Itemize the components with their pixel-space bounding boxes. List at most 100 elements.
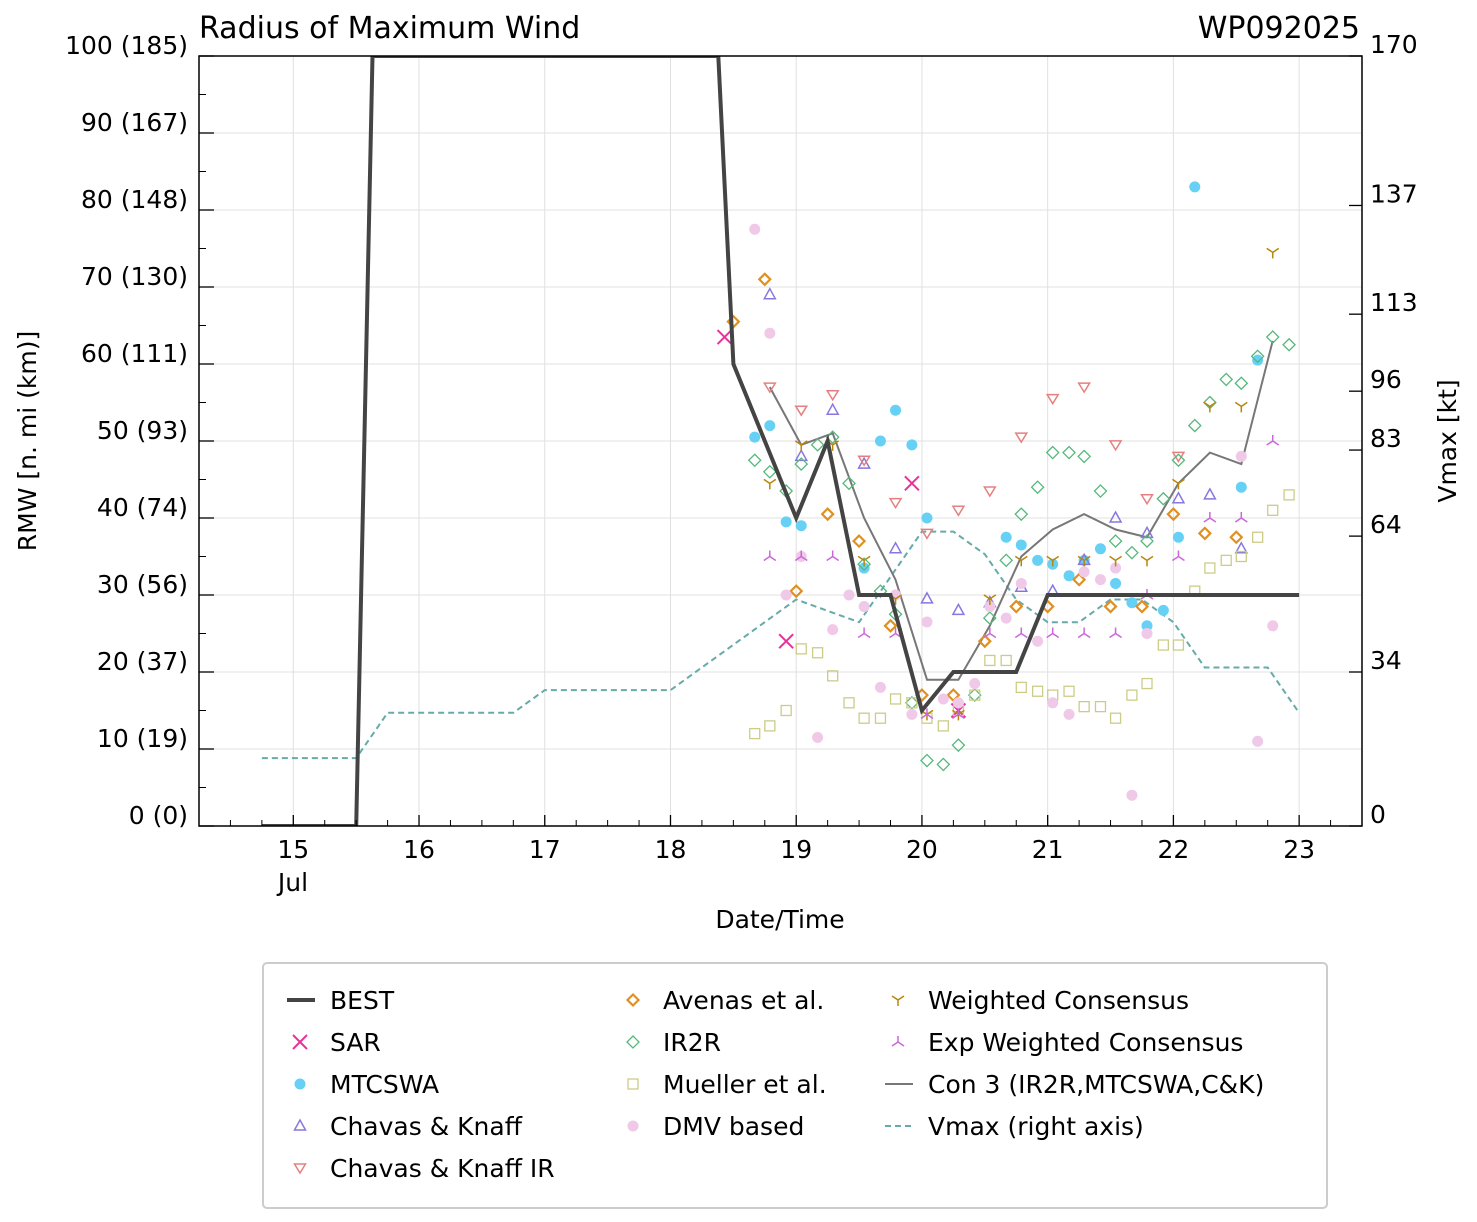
mtcswa-point [795,520,807,532]
dmv-based-point [906,708,918,720]
exp-weighted-consensus-point [951,708,965,719]
dmv-based-point [1047,697,1059,709]
legend-frame [262,962,1328,1209]
legend-marker [292,1034,308,1050]
ir2r-point [982,611,997,626]
weighted-consensus-point [763,478,777,490]
exp-weighted-consensus-point [1172,550,1185,562]
chavas-knaff-point [763,287,777,300]
weighted-consensus-point [1234,401,1248,413]
series-best [261,56,1300,826]
mueller-et-al-point [858,712,870,724]
ir2r-point [1045,445,1060,460]
mueller-et-al-point [764,720,776,732]
mtcswa-point [1015,539,1027,551]
ir2r-point [1014,507,1029,522]
dmv-based-point [1015,577,1027,589]
x-tick-label: 22 [1157,835,1189,864]
legend-item-dmv-based: DMV based [627,1112,804,1141]
exp-weighted-consensus-point [1266,435,1280,446]
dmv-based-point [1141,628,1153,639]
legend-item-ir2r: IR2R [626,1028,721,1057]
month-label: Jul [276,868,308,897]
chavas-knaff-point [1108,510,1123,523]
weighted-consensus-point [857,555,871,567]
ir2r-point [1108,534,1123,549]
x-tick-label: 19 [780,835,812,864]
avenas-et-al-point [977,634,992,649]
chavas-knaff-ir-point [857,455,871,467]
mueller-et-al-point [1172,639,1185,651]
weighted-consensus-point [1140,555,1154,567]
avenas-et-al-point [883,618,898,633]
mueller-et-al-point [937,720,949,732]
weighted-consensus-point [1172,478,1185,490]
weighted-consensus-point [1014,555,1028,567]
legend-marker [627,1120,639,1132]
mueller-et-al-point [1078,701,1090,713]
ir2r-point [1265,330,1280,344]
chavas-knaff-ir-point [1108,440,1123,452]
y-tick-label: 0 (0) [129,801,188,830]
x-tick-label: 16 [403,835,435,864]
y-tick-label: 70 (130) [81,262,188,291]
chavas-knaff-ir-point [825,390,840,402]
mtcswa-point [1000,531,1012,543]
avenas-et-al-point [820,507,835,522]
mueller-et-al-point [843,697,855,709]
legend-marker [293,1118,307,1131]
avenas-et-al-point [1197,526,1212,541]
con-3-ir2r-mtcswa-c-k-line [768,340,1274,681]
legend-item-weighted-consensus: Weighted Consensus [891,986,1189,1015]
y-tick-label: 90 (167) [81,108,188,137]
x-tick-label: 18 [655,835,687,864]
ir2r-point [1030,480,1045,495]
exp-weighted-consensus-point [1234,512,1248,523]
x-tick-label: 17 [529,835,561,864]
ir2r-point [1124,545,1139,560]
mueller-et-al-point [1094,701,1107,713]
weighted-consensus-point [1203,401,1217,413]
mueller-et-al-point [1220,554,1232,566]
y2-tick-label: 34 [1370,646,1402,675]
dmv-based-point [952,697,964,709]
legend-item-chavas-knaff: Chavas & Knaff [293,1112,523,1141]
exp-weighted-consensus-point [794,550,808,562]
legend-item-exp-weighted-consensus: Exp Weighted Consensus [891,1028,1243,1057]
ir2r-point [873,584,888,599]
chavas-knaff-point [888,541,903,554]
chart-title: Radius of Maximum Wind [199,11,580,46]
dmv-based-point [1000,612,1012,624]
legend-item-vmax-right-axis: Vmax (right axis) [885,1112,1144,1141]
sar-point [716,329,733,345]
ir2r-point [904,695,919,710]
series-mueller-et-al [749,489,1295,740]
avenas-et-al-point [1072,572,1087,587]
y-tick-label: 80 (148) [81,185,188,214]
weighted-consensus-point [1109,555,1122,567]
y-tick-label: 50 (93) [97,416,188,445]
mtcswa-point [764,420,776,432]
mueller-et-al-point [1063,685,1075,697]
ir2r-point [825,430,840,445]
x-tick-label: 23 [1283,835,1315,864]
dmv-based-point [937,693,949,705]
legend-marker [891,1036,905,1047]
dmv-based-point [1126,789,1138,801]
ir2r-point [762,464,777,479]
dmv-based-point [1094,574,1106,586]
legend-item-chavas-knaff-ir: Chavas & Knaff IR [293,1154,555,1183]
mueller-et-al-point [780,704,792,717]
mueller-et-al-point [827,670,839,682]
chavas-knaff-point [1234,541,1249,554]
ir2r-point [794,457,809,472]
y2-tick-label: 113 [1370,288,1418,317]
chavas-knaff-ir-point [1140,494,1154,506]
y-tick-label: 30 (56) [97,570,188,599]
mueller-et-al-point [889,693,902,705]
chavas-knaff-ir-point [983,486,997,498]
storm-id: WP092025 [1198,11,1360,46]
y2-tick-label: 64 [1370,510,1402,539]
legend-label: Chavas & Knaff [330,1112,523,1141]
series-chavas-knaff-ir [762,382,1186,540]
